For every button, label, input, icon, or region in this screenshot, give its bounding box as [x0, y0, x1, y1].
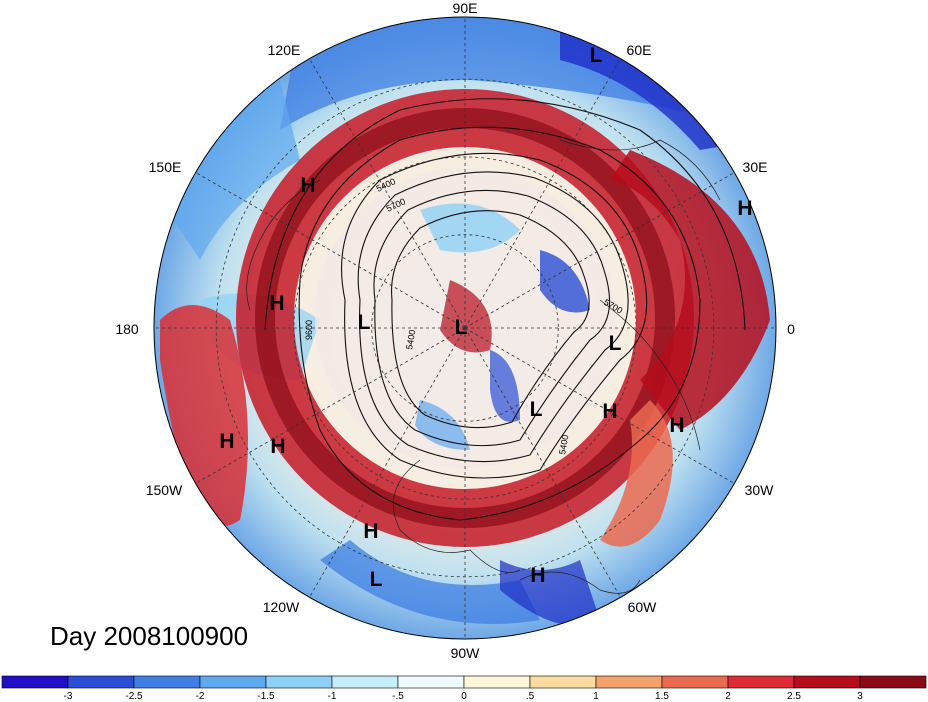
high-marker: H [300, 174, 315, 197]
coastlines [246, 139, 721, 594]
height-contours [264, 98, 746, 521]
colorbar-segment [331, 675, 399, 689]
high-marker: H [219, 430, 234, 453]
meridian-line [464, 172, 735, 329]
latitude-circle [371, 234, 559, 422]
lon-label-120w: 120W [263, 599, 300, 615]
lon-label-180: 180 [115, 321, 139, 337]
colorbar-tick-label: 2 [725, 691, 731, 702]
meridian-line [464, 58, 621, 329]
colorbar-segment [1, 675, 69, 689]
colorbar-tick-label: -2.5 [125, 691, 143, 702]
high-marker: H [363, 520, 378, 543]
colorbar-tick-label: -3 [64, 691, 73, 702]
colorbar-segment [595, 675, 663, 689]
colorbar-tick-label: 3 [857, 691, 863, 702]
meridian-line [309, 58, 466, 329]
lon-label-30e: 30E [743, 159, 768, 175]
colorbar-segment [727, 675, 795, 689]
meridian-line [464, 327, 621, 598]
low-marker: L [530, 398, 543, 421]
low-marker: L [609, 332, 622, 355]
lon-label-150w: 150W [146, 482, 183, 498]
high-marker: H [530, 564, 545, 587]
contour-label: 5400 [557, 434, 570, 455]
map-boundary [153, 16, 777, 640]
date-label: Day 2008100900 [50, 621, 248, 651]
high-marker: H [602, 400, 617, 423]
colorbar-tick-label: 1.5 [655, 691, 669, 702]
lon-label-90e: 90E [453, 0, 478, 16]
colorbar-tick-label: 0 [461, 691, 467, 702]
lon-label-0: 0 [787, 321, 795, 337]
graticule [154, 17, 776, 639]
pressure-system-markers: L H H H L L L L H H H H H L H [219, 44, 752, 591]
low-marker: L [455, 316, 468, 339]
lon-label-30w: 30W [745, 482, 775, 498]
colorbar-segment [463, 675, 531, 689]
longitude-labels: 90E 60E 30E 0 30W 60W 90W 120W 150W 180 … [115, 0, 795, 661]
lon-label-60e: 60E [627, 42, 652, 58]
lon-label-150e: 150E [149, 159, 182, 175]
colorbar-tick-label: -1 [328, 691, 337, 702]
colorbar-segment [793, 675, 861, 689]
lon-label-120e: 120E [268, 42, 301, 58]
latitude-circle [293, 156, 637, 500]
lon-label-60w: 60W [628, 599, 658, 615]
high-marker: H [669, 414, 684, 437]
colorbar-segment [133, 675, 201, 689]
low-marker: L [358, 311, 371, 334]
meridian-line [309, 327, 466, 598]
meridian-line [195, 172, 466, 329]
meridian-line [464, 327, 735, 484]
latitude-circle [215, 78, 715, 578]
lon-label-90w: 90W [451, 645, 481, 661]
colorbar: -3 -2.5 -2 -1.5 -1 -.5 0 .5 1 1.5 2 2.5 3 [1, 675, 927, 702]
colorbar-segment [661, 675, 729, 689]
low-marker: L [370, 568, 383, 591]
colorbar-tick-label: 2.5 [787, 691, 801, 702]
colorbar-tick-label: -1.5 [257, 691, 275, 702]
colorbar-tick-label: -2 [196, 691, 205, 702]
low-marker: L [590, 44, 603, 67]
colorbar-tick-label: .5 [526, 691, 535, 702]
contour-label: 5400 [404, 329, 417, 350]
contour-label: 9600 [304, 320, 314, 340]
colorbar-tick-label: 1 [593, 691, 599, 702]
high-marker: H [737, 197, 752, 220]
colorbar-segment [397, 675, 465, 689]
colorbar-segment [859, 675, 927, 689]
high-marker: H [269, 292, 284, 315]
meridian-line [195, 327, 466, 484]
colorbar-segment [529, 675, 597, 689]
colorbar-tick-label: -.5 [392, 691, 404, 702]
colorbar-segment [265, 675, 333, 689]
high-marker: H [270, 435, 285, 458]
colorbar-segment [199, 675, 267, 689]
colorbar-segment [67, 675, 135, 689]
anomaly-field [154, 17, 776, 639]
